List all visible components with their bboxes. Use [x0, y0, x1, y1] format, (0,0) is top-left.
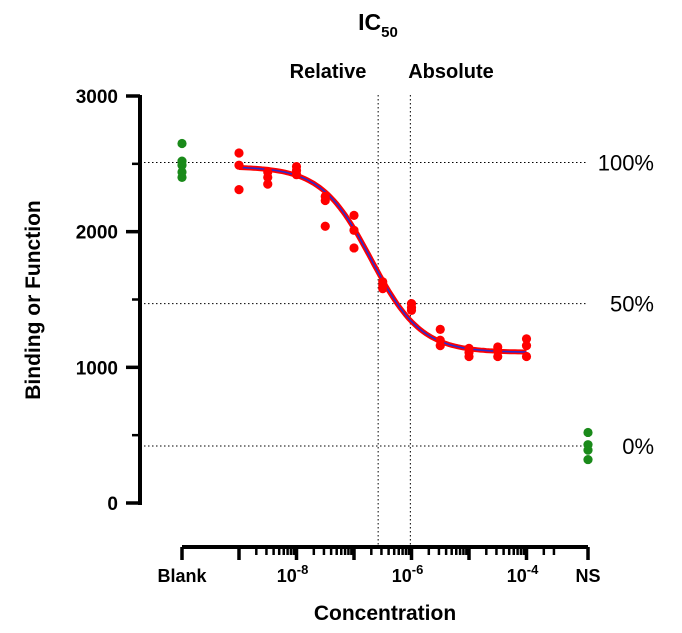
data-point [349, 225, 359, 235]
data-point [406, 305, 417, 315]
x-axis-title: Concentration [314, 602, 456, 625]
relative-label: Relative [290, 61, 367, 83]
data-point [291, 170, 302, 180]
fit-curve-inner [238, 166, 527, 353]
y-tick-label: 1000 [76, 358, 118, 379]
data-point [493, 351, 503, 362]
y-tick-label: 3000 [76, 87, 118, 108]
reference-label: 0% [622, 434, 654, 459]
data-point [464, 351, 474, 362]
data-point [320, 195, 330, 206]
fit-curve-outer [238, 165, 527, 355]
y-tick-label: 0 [107, 494, 118, 515]
data-point [320, 221, 330, 231]
data-point [349, 243, 359, 253]
blank-point [177, 160, 187, 170]
x-tick-label: 10-8 [277, 562, 309, 586]
data-point [263, 179, 273, 189]
data-point [234, 160, 244, 170]
chart-title: IC50 [358, 9, 398, 41]
data-point [435, 324, 445, 334]
data-point [521, 341, 532, 351]
data-point [263, 172, 273, 182]
y-axis: 0 1000 2000 3000 [76, 87, 140, 515]
reference-label: 50% [610, 292, 654, 317]
x-tick-label: 10-4 [507, 562, 539, 586]
data-points [177, 138, 593, 465]
y-axis-title: Binding or Function [22, 200, 45, 399]
data-point [378, 284, 388, 294]
x-axis: 10-8 10-6 10-4 [180, 547, 590, 586]
data-point [234, 148, 244, 158]
blank-point [177, 138, 187, 149]
reference-label: 100% [598, 150, 654, 175]
reference-lines: 100% 50% 0% [140, 95, 654, 545]
absolute-label: Absolute [408, 61, 494, 83]
x-tick-label-ns: NS [575, 566, 600, 586]
data-point [349, 210, 359, 220]
data-point [521, 334, 532, 344]
data-point [521, 351, 532, 362]
fit-curve [238, 165, 527, 355]
x-tick-label: 10-6 [392, 562, 424, 586]
y-tick-label: 2000 [76, 223, 118, 244]
data-point [435, 341, 445, 351]
ns-point [583, 445, 593, 455]
ns-point [583, 454, 593, 465]
blank-point [177, 172, 187, 182]
ns-point [583, 427, 593, 438]
data-point [234, 185, 244, 195]
x-tick-label-blank: Blank [157, 566, 207, 586]
